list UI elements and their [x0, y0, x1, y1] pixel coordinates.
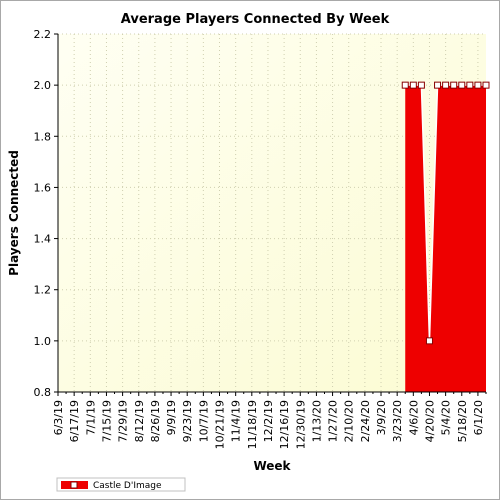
- y-tick-label: 1.6: [34, 181, 52, 194]
- data-point: [474, 81, 482, 89]
- y-tick-label: 1.2: [34, 284, 52, 297]
- series-points: [401, 81, 490, 345]
- x-tick-label: 7/1/19: [84, 400, 97, 435]
- x-tick-label: 8/26/19: [149, 400, 162, 442]
- x-tick-label: 9/9/19: [165, 400, 178, 435]
- x-tick-label: 1/13/20: [310, 400, 323, 442]
- x-tick-label: 1/27/20: [327, 400, 340, 442]
- x-tick-label: 3/9/20: [375, 400, 388, 435]
- legend: Castle D'Image: [56, 477, 186, 492]
- data-point: [417, 81, 425, 89]
- y-tick-label: 2.0: [34, 79, 52, 92]
- x-tick-label: 4/6/20: [407, 400, 420, 435]
- data-point: [482, 81, 490, 89]
- x-tick-label: 10/7/19: [197, 400, 210, 442]
- x-axis-title: Week: [253, 459, 291, 473]
- x-tick-label: 11/18/19: [246, 400, 259, 449]
- x-tick-label: 7/29/19: [117, 400, 130, 442]
- y-axis-title: Players Connected: [7, 150, 21, 276]
- y-tick-label: 1.0: [34, 335, 52, 348]
- data-point: [458, 81, 466, 89]
- data-point: [409, 81, 417, 89]
- axes: [54, 33, 487, 396]
- x-tick-label: 2/10/20: [343, 400, 356, 442]
- y-tick-label: 2.2: [34, 28, 52, 41]
- legend-label: Castle D'Image: [93, 481, 162, 491]
- series-area: [405, 84, 486, 393]
- data-point: [442, 81, 450, 89]
- y-tick-label: 1.4: [34, 233, 52, 246]
- chart-title: Average Players Connected By Week: [121, 12, 390, 27]
- x-tick-label: 7/15/19: [100, 400, 113, 442]
- x-tick-label: 6/17/19: [68, 400, 81, 442]
- x-tick-label: 5/4/20: [440, 400, 453, 435]
- x-tick-label: 6/1/20: [472, 400, 485, 435]
- x-tick-label: 3/23/20: [391, 400, 404, 442]
- data-point: [466, 81, 474, 89]
- x-tick-label: 4/20/20: [423, 400, 436, 442]
- area-fill: [405, 85, 486, 393]
- x-tick-label: 2/24/20: [359, 400, 372, 442]
- legend-marker-icon: [70, 481, 78, 489]
- x-tick-label: 5/18/20: [456, 400, 469, 442]
- data-point: [401, 81, 409, 89]
- legend-box: [56, 477, 186, 492]
- x-tick-label: 6/3/19: [52, 400, 65, 435]
- y-tick-label: 1.8: [34, 130, 52, 143]
- x-tick-label: 10/21/19: [214, 400, 227, 449]
- y-tick-label: 0.8: [34, 386, 52, 399]
- x-tick-label: 12/30/19: [294, 400, 307, 449]
- x-tick-label: 8/12/19: [133, 400, 146, 442]
- x-tick-label: 12/2/19: [262, 400, 275, 442]
- x-tick-label: 11/4/19: [230, 400, 243, 442]
- x-tick-labels: 6/3/19 6/17/19 7/1/19 7/15/19 7/29/19 8/12/19…: [52, 400, 485, 449]
- data-point: [434, 81, 442, 89]
- data-point: [450, 81, 458, 89]
- x-tick-label: 12/16/19: [278, 400, 291, 449]
- y-tick-labels: 0.8 1.0 1.2 1.4 1.6 1.8 2.0 2.2: [34, 28, 52, 399]
- data-point: [425, 337, 433, 345]
- x-tick-label: 9/23/19: [181, 400, 194, 442]
